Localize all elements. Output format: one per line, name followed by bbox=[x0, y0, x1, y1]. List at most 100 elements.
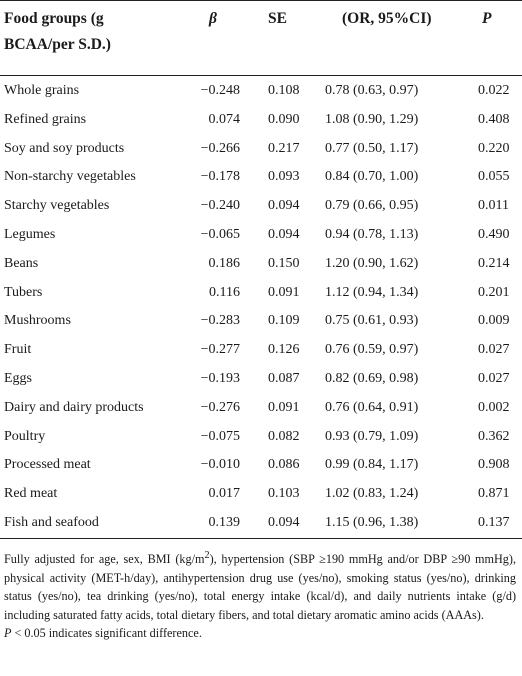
footnote-p-text: < 0.05 indicates significant difference. bbox=[11, 626, 202, 641]
cell-or-ci: 0.94 (0.78, 1.13) bbox=[325, 226, 419, 242]
cell-beta: −0.240 bbox=[200, 198, 240, 214]
header-se: SE bbox=[268, 10, 287, 27]
cell-beta: 0.186 bbox=[208, 255, 241, 271]
table-row: Tubers 0.116 0.091 1.12 (0.94, 1.34) 0.201 bbox=[0, 279, 522, 308]
cell-beta: 0.116 bbox=[209, 284, 240, 300]
table-row: Whole grains −0.248 0.108 0.78 (0.63, 0.97)… bbox=[0, 77, 522, 106]
cell-p-value: 0.908 bbox=[478, 457, 510, 473]
header-food-groups: Food groups (g BCAA/per S.D.) bbox=[4, 6, 111, 58]
cell-or-ci: 0.93 (0.79, 1.09) bbox=[325, 428, 419, 444]
cell-se: 0.094 bbox=[268, 198, 300, 214]
cell-food-group: Beans bbox=[4, 255, 39, 271]
cell-p-value: 0.408 bbox=[478, 111, 510, 127]
cell-food-group: Dairy and dairy products bbox=[4, 399, 144, 415]
cell-se: 0.091 bbox=[268, 284, 300, 300]
cell-p-value: 0.009 bbox=[478, 313, 510, 329]
cell-se: 0.109 bbox=[268, 313, 300, 329]
cell-or-ci: 0.84 (0.70, 1.00) bbox=[325, 169, 419, 185]
cell-or-ci: 0.75 (0.61, 0.93) bbox=[325, 313, 419, 329]
cell-food-group: Processed meat bbox=[4, 457, 91, 473]
cell-beta: 0.074 bbox=[208, 111, 241, 127]
cell-food-group: Refined grains bbox=[4, 111, 87, 127]
cell-p-value: 0.011 bbox=[478, 198, 509, 214]
cell-or-ci: 0.78 (0.63, 0.97) bbox=[325, 83, 419, 98]
header-or-ci: (OR, 95%CI) bbox=[342, 10, 432, 27]
cell-food-group: Red meat bbox=[4, 486, 58, 502]
cell-beta: 0.017 bbox=[208, 486, 241, 502]
cell-or-ci: 1.20 (0.90, 1.62) bbox=[325, 255, 419, 271]
cell-beta: 0.139 bbox=[208, 514, 241, 530]
table-header: Food groups (g BCAA/per S.D.) β SE (OR, … bbox=[0, 0, 522, 75]
footnote-p-symbol: P bbox=[4, 626, 12, 641]
header-p: P bbox=[482, 10, 492, 27]
cell-food-group: Fish and seafood bbox=[4, 514, 99, 530]
cell-se: 0.093 bbox=[268, 169, 300, 185]
cell-or-ci: 0.82 (0.69, 0.98) bbox=[325, 370, 419, 386]
cell-food-group: Mushrooms bbox=[4, 313, 71, 329]
table-row: Poultry −0.075 0.082 0.93 (0.79, 1.09) 0.362 bbox=[0, 423, 522, 452]
footnote-adjustment: Fully adjusted for age, sex, BMI (kg/m2)… bbox=[4, 547, 516, 624]
cell-se: 0.094 bbox=[268, 514, 300, 530]
cell-food-group: Whole grains bbox=[4, 83, 80, 98]
cell-food-group: Starchy vegetables bbox=[4, 198, 110, 214]
cell-se: 0.090 bbox=[268, 111, 300, 127]
cell-or-ci: 0.77 (0.50, 1.17) bbox=[325, 140, 419, 156]
top-rule bbox=[0, 0, 522, 1]
cell-food-group: Legumes bbox=[4, 226, 56, 242]
header-beta: β bbox=[209, 10, 217, 27]
cell-p-value: 0.871 bbox=[478, 486, 510, 502]
cell-or-ci: 1.15 (0.96, 1.38) bbox=[325, 514, 419, 530]
cell-p-value: 0.220 bbox=[478, 140, 510, 156]
header-food-line1: Food groups (g bbox=[4, 10, 104, 27]
cell-food-group: Poultry bbox=[4, 428, 46, 444]
cell-p-value: 0.490 bbox=[478, 226, 510, 242]
table-row: Dairy and dairy products −0.276 0.091 0.76 … bbox=[0, 394, 522, 423]
footnote-adjusted-pre: Fully adjusted for age, sex, BMI (kg/m bbox=[4, 552, 205, 567]
cell-p-value: 0.022 bbox=[478, 83, 510, 98]
cell-beta: −0.010 bbox=[200, 457, 240, 473]
cell-food-group: Fruit bbox=[4, 342, 32, 358]
cell-or-ci: 0.99 (0.84, 1.17) bbox=[325, 457, 419, 473]
cell-p-value: 0.055 bbox=[478, 169, 510, 185]
table-footnotes: Fully adjusted for age, sex, BMI (kg/m2)… bbox=[4, 547, 516, 643]
table-row: Refined grains 0.074 0.090 1.08 (0.90, 1.29… bbox=[0, 106, 522, 135]
cell-food-group: Non-starchy vegetables bbox=[4, 169, 136, 185]
table-row: Starchy vegetables −0.240 0.094 0.79 (0.66,… bbox=[0, 192, 522, 221]
table-row: Beans 0.186 0.150 1.20 (0.90, 1.62) 0.214 bbox=[0, 250, 522, 279]
cell-se: 0.086 bbox=[268, 457, 300, 473]
cell-p-value: 0.201 bbox=[478, 284, 510, 300]
cell-beta: −0.277 bbox=[200, 342, 240, 358]
cell-p-value: 0.002 bbox=[478, 399, 510, 415]
header-rule bbox=[0, 75, 522, 76]
footnote-significance: P < 0.05 indicates significant differenc… bbox=[4, 624, 516, 643]
cell-or-ci: 1.12 (0.94, 1.34) bbox=[325, 284, 419, 300]
cell-se: 0.150 bbox=[268, 255, 300, 271]
bottom-rule bbox=[0, 538, 522, 539]
cell-se: 0.087 bbox=[268, 370, 300, 386]
cell-p-value: 0.027 bbox=[478, 370, 510, 386]
cell-beta: −0.075 bbox=[200, 428, 240, 444]
cell-p-value: 0.362 bbox=[478, 428, 510, 444]
cell-food-group: Tubers bbox=[4, 284, 43, 300]
table-row: Non-starchy vegetables −0.178 0.093 0.84 (0… bbox=[0, 163, 522, 192]
cell-or-ci: 0.76 (0.59, 0.97) bbox=[325, 342, 419, 358]
cell-food-group: Soy and soy products bbox=[4, 140, 125, 156]
cell-beta: −0.248 bbox=[200, 83, 240, 98]
cell-se: 0.108 bbox=[268, 83, 300, 98]
cell-se: 0.082 bbox=[268, 428, 300, 444]
footnote-adjusted-sup: 2 bbox=[204, 550, 210, 561]
table-row: Processed meat −0.010 0.086 0.99 (0.84, 1.1… bbox=[0, 451, 522, 480]
cell-se: 0.094 bbox=[268, 226, 300, 242]
cell-or-ci: 0.76 (0.64, 0.91) bbox=[325, 399, 419, 415]
table-row: Mushrooms −0.283 0.109 0.75 (0.61, 0.93) 0.0… bbox=[0, 307, 522, 336]
cell-se: 0.091 bbox=[268, 399, 300, 415]
cell-beta: −0.065 bbox=[200, 226, 240, 242]
header-food-line2: BCAA/per S.D.) bbox=[4, 36, 111, 53]
cell-beta: −0.266 bbox=[200, 140, 240, 156]
table-row: Fish and seafood 0.139 0.094 1.15 (0.96, 1.… bbox=[0, 509, 522, 538]
table-row: Fruit −0.277 0.126 0.76 (0.59, 0.97) 0.027 bbox=[0, 336, 522, 365]
cell-p-value: 0.214 bbox=[478, 255, 510, 271]
cell-p-value: 0.137 bbox=[478, 514, 510, 530]
table-body: Whole grains −0.248 0.108 0.78 (0.63, 0.97)… bbox=[0, 76, 522, 538]
